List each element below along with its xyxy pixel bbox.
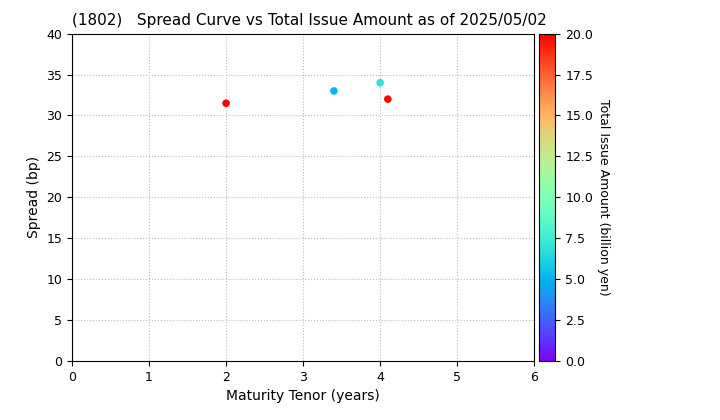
Point bbox=[382, 96, 394, 102]
Point bbox=[220, 100, 232, 107]
X-axis label: Maturity Tenor (years): Maturity Tenor (years) bbox=[226, 389, 380, 404]
Point bbox=[374, 79, 386, 86]
Text: (1802)   Spread Curve vs Total Issue Amount as of 2025/05/02: (1802) Spread Curve vs Total Issue Amoun… bbox=[72, 13, 546, 28]
Y-axis label: Total Issue Amount (billion yen): Total Issue Amount (billion yen) bbox=[597, 99, 610, 296]
Y-axis label: Spread (bp): Spread (bp) bbox=[27, 156, 41, 239]
Point bbox=[328, 87, 340, 94]
